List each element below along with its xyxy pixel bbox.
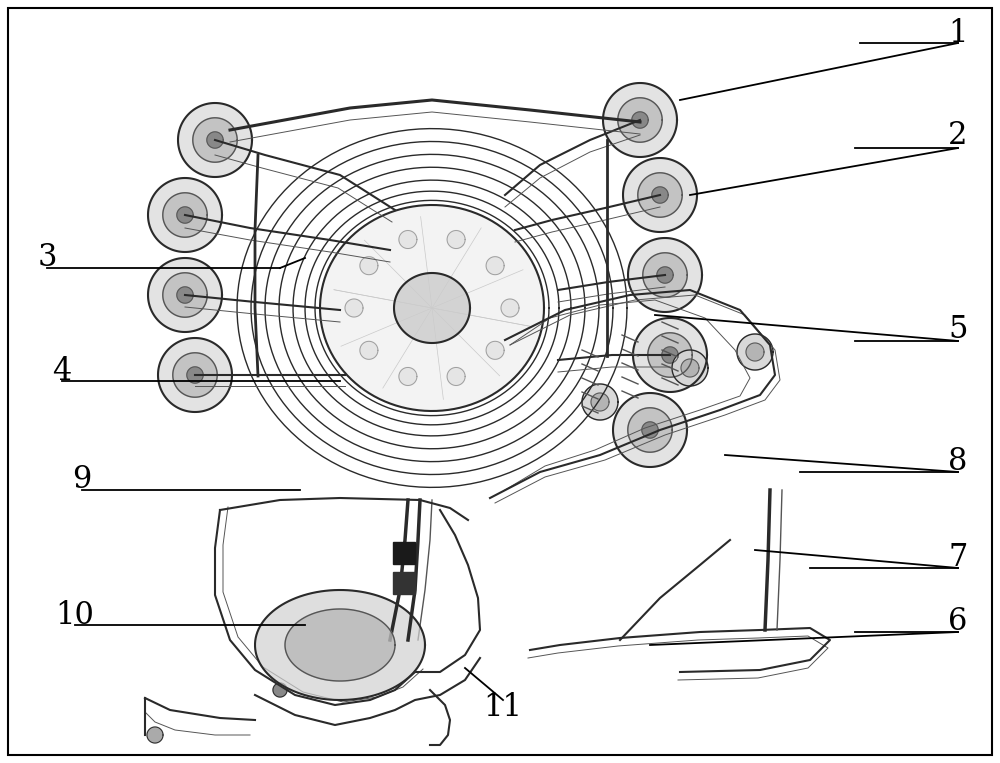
Text: 1: 1 [948, 18, 968, 49]
Polygon shape [613, 393, 687, 467]
Polygon shape [648, 333, 692, 377]
Polygon shape [147, 727, 163, 743]
Polygon shape [633, 318, 707, 392]
Polygon shape [399, 230, 417, 249]
Polygon shape [737, 334, 773, 370]
Polygon shape [345, 299, 363, 317]
Text: 3: 3 [37, 243, 57, 273]
Polygon shape [623, 158, 697, 232]
Polygon shape [642, 422, 658, 438]
Polygon shape [447, 230, 465, 249]
Polygon shape [148, 178, 222, 252]
Text: 4: 4 [52, 356, 72, 388]
Polygon shape [603, 83, 677, 157]
Polygon shape [320, 205, 544, 411]
Polygon shape [207, 132, 223, 148]
Polygon shape [632, 112, 648, 128]
Polygon shape [285, 609, 395, 681]
Polygon shape [657, 267, 673, 283]
Polygon shape [177, 207, 193, 223]
Polygon shape [447, 368, 465, 385]
Polygon shape [486, 341, 504, 359]
Polygon shape [399, 368, 417, 385]
Polygon shape [158, 338, 232, 412]
Polygon shape [360, 341, 378, 359]
Polygon shape [187, 367, 203, 383]
Polygon shape [255, 590, 425, 700]
Polygon shape [273, 683, 287, 697]
Bar [393, 572, 415, 594]
Polygon shape [163, 273, 207, 317]
Polygon shape [582, 384, 618, 420]
Polygon shape [177, 287, 193, 303]
Text: 2: 2 [948, 120, 968, 150]
Polygon shape [193, 118, 237, 163]
Text: 9: 9 [72, 465, 92, 495]
Polygon shape [178, 103, 252, 177]
Polygon shape [173, 353, 217, 398]
Text: 7: 7 [948, 542, 968, 574]
Polygon shape [148, 258, 222, 332]
Text: 11: 11 [484, 693, 522, 723]
Polygon shape [360, 256, 378, 275]
Text: 8: 8 [948, 446, 968, 478]
Polygon shape [394, 273, 470, 343]
Text: 6: 6 [948, 607, 968, 638]
Text: 10: 10 [56, 600, 94, 630]
Bar [393, 542, 415, 564]
Polygon shape [628, 238, 702, 312]
Polygon shape [486, 256, 504, 275]
Polygon shape [618, 98, 662, 142]
Polygon shape [163, 193, 207, 237]
Polygon shape [746, 343, 764, 361]
Text: 5: 5 [948, 314, 968, 346]
Polygon shape [591, 393, 609, 411]
Polygon shape [681, 359, 699, 377]
Polygon shape [501, 299, 519, 317]
Polygon shape [662, 347, 678, 363]
Polygon shape [672, 350, 708, 386]
Polygon shape [643, 253, 687, 298]
Polygon shape [638, 172, 682, 217]
Polygon shape [628, 407, 672, 452]
Polygon shape [652, 187, 668, 203]
